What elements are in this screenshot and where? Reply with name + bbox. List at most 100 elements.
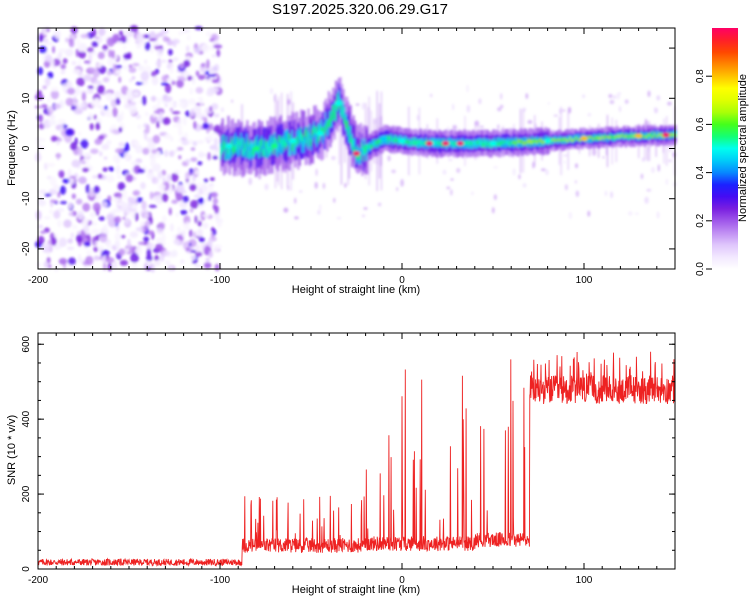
spectrogram-cell (220, 107, 225, 113)
spectrogram-cell (196, 139, 205, 144)
spectrogram-y-ticks: -20 -10 0 10 20 (21, 42, 675, 256)
spectrogram-cell (503, 139, 507, 149)
spectrogram-cell (95, 234, 100, 242)
spectrogram-cell (153, 110, 161, 114)
spectrogram-cell (231, 144, 235, 152)
spectrogram-cell (209, 105, 213, 112)
spectrogram-cell (289, 134, 293, 143)
spectrogram-cell (482, 142, 485, 147)
spectrogram-cell (318, 204, 322, 212)
spectrogram-cell (197, 96, 203, 102)
spectrogram-cell (94, 138, 103, 145)
spectrogram-cell (351, 139, 354, 147)
spectrogram-cell (208, 73, 217, 78)
spectrogram-cell (409, 140, 412, 145)
spectrogram-cell (304, 129, 307, 138)
spectrogram-cell (65, 37, 69, 43)
spectrogram-cell (157, 171, 163, 179)
spectrogram-cell (372, 141, 376, 146)
spectrogram-cell (348, 126, 351, 135)
spectrogram-cell (96, 63, 102, 69)
spectrogram-cell (518, 174, 521, 180)
spectrogram-cell (394, 137, 398, 142)
spectrogram-cell (62, 83, 67, 92)
spectrogram-cell (498, 142, 501, 147)
spectrogram-cell (179, 259, 185, 264)
spectrogram-cell (113, 90, 122, 101)
spectrogram-cell (76, 77, 85, 87)
spectrogram-cell (621, 133, 625, 137)
snr-y-tick-label: 400 (21, 410, 32, 427)
spectrogram-cell (369, 144, 373, 149)
spectrogram-cell (192, 140, 198, 147)
spectrogram-cell (136, 196, 143, 203)
spectrogram-cell (67, 168, 72, 176)
spectrogram-cell (203, 178, 208, 183)
spectrogram-cell (305, 139, 309, 147)
spectrogram-cell (161, 193, 169, 203)
spectrogram-cell (106, 241, 112, 249)
spectrogram-cell (92, 202, 101, 213)
spectrogram-cell (237, 136, 240, 145)
spectrogram-cell (152, 134, 161, 144)
spectrogram-cell (557, 138, 561, 142)
spectrogram-cell (323, 127, 326, 136)
spectrogram-peak (316, 131, 324, 136)
spectrogram-cell (141, 200, 147, 211)
spectrogram-cell (72, 68, 82, 75)
spectrogram-cell (221, 146, 224, 154)
spectrogram-cell (234, 144, 237, 153)
spectrogram-cell (122, 45, 127, 50)
spectrogram-cell (467, 140, 470, 145)
spectrogram-cell (645, 135, 648, 139)
spectrogram-cell (361, 102, 366, 110)
spectrogram-cell (333, 197, 336, 203)
spectrogram-cell (249, 150, 252, 158)
spectrogram-y-tick-label: -20 (21, 241, 32, 256)
spectrogram-cell (505, 140, 508, 145)
spectrogram-cell (143, 130, 148, 141)
spectrogram-cell (415, 140, 418, 145)
spectrogram-cell (82, 202, 91, 212)
spectrogram-cell (41, 244, 50, 248)
spectrogram-cell (470, 141, 473, 146)
spectrogram-cell (355, 103, 360, 106)
spectrogram-cell (197, 160, 203, 166)
spectrogram-cell (331, 155, 336, 161)
spectrogram-cell (125, 217, 130, 225)
spectrogram-cell (659, 133, 663, 140)
spectrogram-cell (156, 120, 160, 129)
spectrogram-cell (597, 136, 600, 140)
spectrogram-cell (134, 247, 143, 256)
spectrogram-cell (58, 237, 67, 248)
spectrogram-cell (279, 138, 283, 156)
spectrogram-cell (40, 230, 46, 235)
spectrogram-cell (169, 107, 174, 112)
spectrogram-cell (178, 155, 182, 160)
spectrogram-cell (57, 219, 62, 228)
spectrogram-cell (514, 140, 517, 145)
spectrogram-cell (491, 207, 495, 214)
spectrogram-cell (667, 101, 672, 106)
spectrogram-cell (77, 73, 84, 77)
spectrogram-cell (240, 138, 243, 146)
spectrogram-cell (80, 138, 89, 149)
spectrogram-cell (204, 78, 212, 83)
spectrogram-y-tick-label: 10 (21, 92, 32, 104)
spectrogram-cell (198, 197, 204, 205)
spectrogram-cell (168, 59, 173, 63)
spectrogram-cell (206, 59, 210, 69)
spectrogram-cell (493, 194, 497, 201)
spectrogram-cell (238, 141, 242, 150)
spectrogram-cell (575, 136, 578, 140)
spectrogram-cell (171, 80, 176, 86)
spectrogram-cell (569, 136, 572, 140)
spectrogram-cell (560, 138, 564, 142)
spectrogram-cell (213, 124, 222, 134)
spectrogram-cell (648, 133, 651, 141)
spectrogram-cell (314, 126, 318, 144)
spectrogram-cell (189, 87, 194, 95)
spectrogram-cell (540, 168, 546, 172)
spectrogram-cell (404, 139, 408, 144)
spectrogram-cell (102, 167, 108, 172)
